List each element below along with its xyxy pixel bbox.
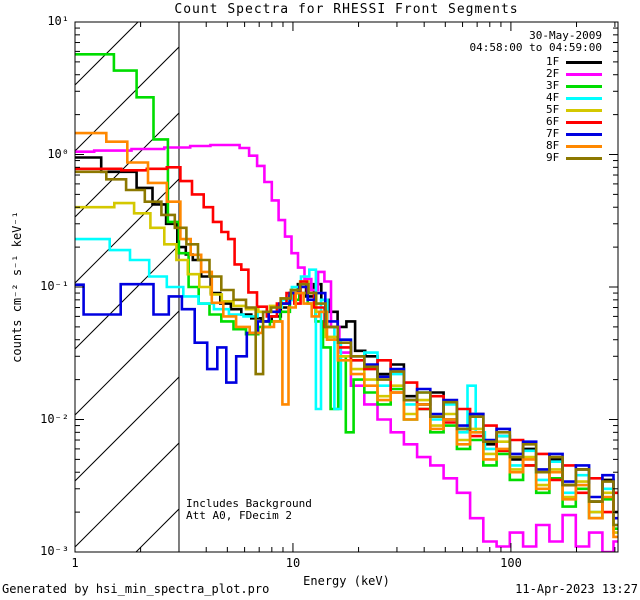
x-tick-label-1: 1 [71, 556, 79, 570]
legend-label-5f: 5F [546, 103, 560, 116]
series-9F [75, 170, 618, 527]
chart-title: Count Spectra for RHESSI Front Segments [174, 2, 519, 17]
legend-label-7f: 7F [546, 127, 560, 140]
legend-label-3f: 3F [546, 79, 560, 92]
observation-date: 30-May-2009 [529, 29, 602, 42]
legend-swatch-8f [566, 144, 602, 148]
axis-ticks [74, 21, 618, 553]
y-tick-label-10e-2: 10⁻² [40, 412, 69, 426]
legend-swatch-2f [566, 72, 602, 76]
y-tick-label-10e0: 10⁰ [47, 147, 69, 161]
x-tick-label-10: 10 [285, 556, 301, 570]
y-tick-label-10e-1: 10⁻¹ [40, 279, 69, 293]
legend-label-2f: 2F [546, 67, 560, 80]
legend-item-4f: 4F [450, 92, 602, 104]
y-tick-label-10e1: 10¹ [47, 14, 69, 28]
legend-swatch-5f [566, 108, 602, 112]
legend-swatch-6f [566, 120, 602, 124]
observation-time-range: 04:58:00 to 04:59:00 [469, 41, 602, 54]
legend-item-8f: 8F [450, 140, 602, 152]
x-axis-label: Energy (keV) [303, 574, 390, 588]
legend-item-1f: 1F [450, 56, 602, 68]
legend-item-6f: 6F [450, 116, 602, 128]
legend-item-3f: 3F [450, 80, 602, 92]
legend-item-5f: 5F [450, 104, 602, 116]
legend-label-8f: 8F [546, 139, 560, 152]
y-tick-label-10e-3: 10⁻³ [40, 544, 69, 558]
spectra-series-group [75, 53, 618, 552]
legend-item-9f: 9F [450, 152, 602, 164]
legend-label-9f: 9F [546, 151, 560, 164]
legend-swatch-7f [566, 132, 602, 136]
legend-swatch-4f [566, 96, 602, 100]
legend-label-6f: 6F [546, 115, 560, 128]
render-timestamp: 11-Apr-2023 13:27 [515, 582, 638, 596]
legend-swatch-9f [566, 156, 602, 160]
annotation-attenuator-state: Att A0, FDecim 2 [186, 509, 292, 522]
legend-swatch-3f [566, 84, 602, 88]
legend-item-2f: 2F [450, 68, 602, 80]
x-tick-label-100: 100 [500, 556, 522, 570]
legend-label-4f: 4F [546, 91, 560, 104]
hatched-low-energy-region [75, 22, 179, 552]
series-7F [75, 282, 618, 520]
y-axis-label: counts cm⁻² s⁻¹ keV⁻¹ [10, 211, 24, 363]
generator-credit: Generated by hsi_min_spectra_plot.pro [2, 582, 270, 596]
legend-swatch-1f [566, 60, 602, 64]
series-8F [75, 131, 618, 539]
annotation-includes-background: Includes Background [186, 497, 312, 510]
legend-label-1f: 1F [546, 55, 560, 68]
legend-item-7f: 7F [450, 128, 602, 140]
